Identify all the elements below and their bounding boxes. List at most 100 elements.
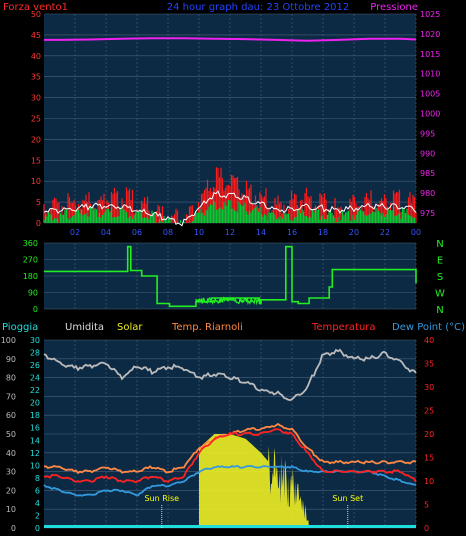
rain-axis-tick: 26 xyxy=(30,361,40,370)
rain-axis-tick: 0 xyxy=(35,524,40,533)
rain-bar xyxy=(44,525,416,528)
rain-axis-tick: 24 xyxy=(30,374,40,383)
humidity-axis-tick: 70 xyxy=(6,392,16,401)
wind-axis-tick: 10 xyxy=(31,177,41,186)
wind-axis-tick: 20 xyxy=(31,135,41,144)
wind-x-tick: 04 xyxy=(101,228,111,237)
pressure-axis-tick: 1020 xyxy=(420,30,440,39)
dir-compass-label: N xyxy=(436,239,443,250)
temp-axis-tick: 0 xyxy=(424,524,429,533)
wind-direction-line xyxy=(44,245,417,308)
dir-axis-tick: 360 xyxy=(23,239,38,248)
rain-axis-tick: 30 xyxy=(30,336,40,345)
wind-axis-tick: 35 xyxy=(31,73,41,82)
rain-axis-tick: 12 xyxy=(30,449,40,458)
rain-axis-tick: 22 xyxy=(30,386,40,395)
rain-axis-tick: 10 xyxy=(30,461,40,470)
temp-axis-tick: 35 xyxy=(424,360,434,369)
wind-x-tick: 06 xyxy=(132,228,142,237)
rain-axis-tick: 8 xyxy=(35,474,40,483)
humidity-axis-tick: 90 xyxy=(6,355,16,364)
temp-axis-tick: 5 xyxy=(424,501,429,510)
rain-axis-tick: 18 xyxy=(30,411,40,420)
humidity-axis-tick: 50 xyxy=(6,430,16,439)
pressure-axis-tick: 1000 xyxy=(420,110,440,119)
wind-axis-tick: 15 xyxy=(31,156,41,165)
humidity-axis-tick: 0 xyxy=(11,524,16,533)
sun-annotation: Sun Set xyxy=(332,494,363,503)
solar-area xyxy=(199,434,310,528)
wind-axis-tick: 40 xyxy=(31,52,41,61)
pressure-axis-tick: 975 xyxy=(420,209,435,218)
pressure-axis-tick: 1025 xyxy=(420,10,440,19)
temp-axis-tick: 40 xyxy=(424,336,434,345)
dir-compass-label: W xyxy=(435,289,445,300)
wind-x-tick: 00 xyxy=(411,228,421,237)
humidity-axis-tick: 10 xyxy=(6,505,16,514)
wind-axis-tick: 25 xyxy=(31,115,41,124)
temp-axis-tick: 15 xyxy=(424,454,434,463)
wind-chart-title-left: Forza vento1 xyxy=(3,2,68,13)
humidity-axis-tick: 20 xyxy=(6,486,16,495)
legend-rain: Pioggia xyxy=(2,322,38,333)
rain-axis-tick: 16 xyxy=(30,424,40,433)
pressure-line xyxy=(44,37,417,42)
wind-x-tick: 02 xyxy=(70,228,80,237)
rain-axis-tick: 2 xyxy=(35,511,40,520)
humidity-axis-tick: 100 xyxy=(1,336,16,345)
rain-axis-tick: 28 xyxy=(30,349,40,358)
wind-x-tick: 12 xyxy=(225,228,235,237)
wind-x-tick: 18 xyxy=(318,228,328,237)
temp-axis-tick: 10 xyxy=(424,477,434,486)
wind-avg-bars xyxy=(43,200,417,223)
wind-x-tick: 16 xyxy=(287,228,297,237)
pressure-axis-tick: 995 xyxy=(420,129,435,138)
dir-compass-label: E xyxy=(437,256,443,267)
rain-axis-tick: 20 xyxy=(30,399,40,408)
wind-x-tick: 08 xyxy=(163,228,173,237)
chart-date-title: 24 hour graph dau: 23 Ottobre 2012 xyxy=(167,2,350,13)
dir-axis-tick: 180 xyxy=(23,272,38,281)
temp-axis-tick: 20 xyxy=(424,430,434,439)
legend-humidity: Umidita xyxy=(65,322,104,333)
pressure-axis-tick: 1015 xyxy=(420,50,440,59)
wind-axis-tick: 45 xyxy=(31,31,41,40)
wind-axis-tick: 50 xyxy=(31,10,41,19)
wind-x-tick: 22 xyxy=(380,228,390,237)
rain-axis-tick: 14 xyxy=(30,436,40,445)
legend-temp: Temperatura xyxy=(311,322,376,333)
wind-x-tick: 20 xyxy=(349,228,359,237)
dir-axis-tick: 0 xyxy=(33,305,38,314)
temp-axis-tick: 30 xyxy=(424,383,434,392)
dir-compass-label: N xyxy=(436,305,443,316)
humidity-axis-tick: 60 xyxy=(6,411,16,420)
pressure-axis-tick: 1010 xyxy=(420,70,440,79)
wind-x-tick: 10 xyxy=(194,228,204,237)
pressure-axis-tick: 980 xyxy=(420,189,435,198)
humidity-axis-tick: 30 xyxy=(6,468,16,477)
humidity-axis-tick: 40 xyxy=(6,449,16,458)
sun-annotation: Sun Rise xyxy=(144,494,179,503)
wind-axis-tick: 0 xyxy=(36,219,41,228)
pressure-chart-title: Pressione xyxy=(370,2,418,13)
wind-x-tick: 14 xyxy=(256,228,266,237)
legend-app-temp: Temp. Riarnoli xyxy=(171,322,243,333)
wind-axis-tick: 30 xyxy=(31,94,41,103)
app-temp-line xyxy=(43,422,417,475)
legend-dew: Dew Point (°C) xyxy=(392,322,465,333)
pressure-axis-tick: 1005 xyxy=(420,90,440,99)
temperature-line xyxy=(43,428,417,484)
temp-axis-tick: 25 xyxy=(424,407,434,416)
rain-axis-tick: 4 xyxy=(35,499,40,508)
legend-solar: Solar xyxy=(117,322,143,333)
wind-gust-avg-line xyxy=(43,190,417,227)
dir-axis-tick: 90 xyxy=(28,289,38,298)
pressure-axis-tick: 990 xyxy=(420,149,435,158)
dir-compass-label: S xyxy=(437,272,443,283)
wind-direction-variable-line xyxy=(195,296,260,306)
rain-axis-tick: 6 xyxy=(35,486,40,495)
wind-axis-tick: 5 xyxy=(36,198,41,207)
pressure-axis-tick: 985 xyxy=(420,169,435,178)
humidity-line xyxy=(43,348,417,402)
